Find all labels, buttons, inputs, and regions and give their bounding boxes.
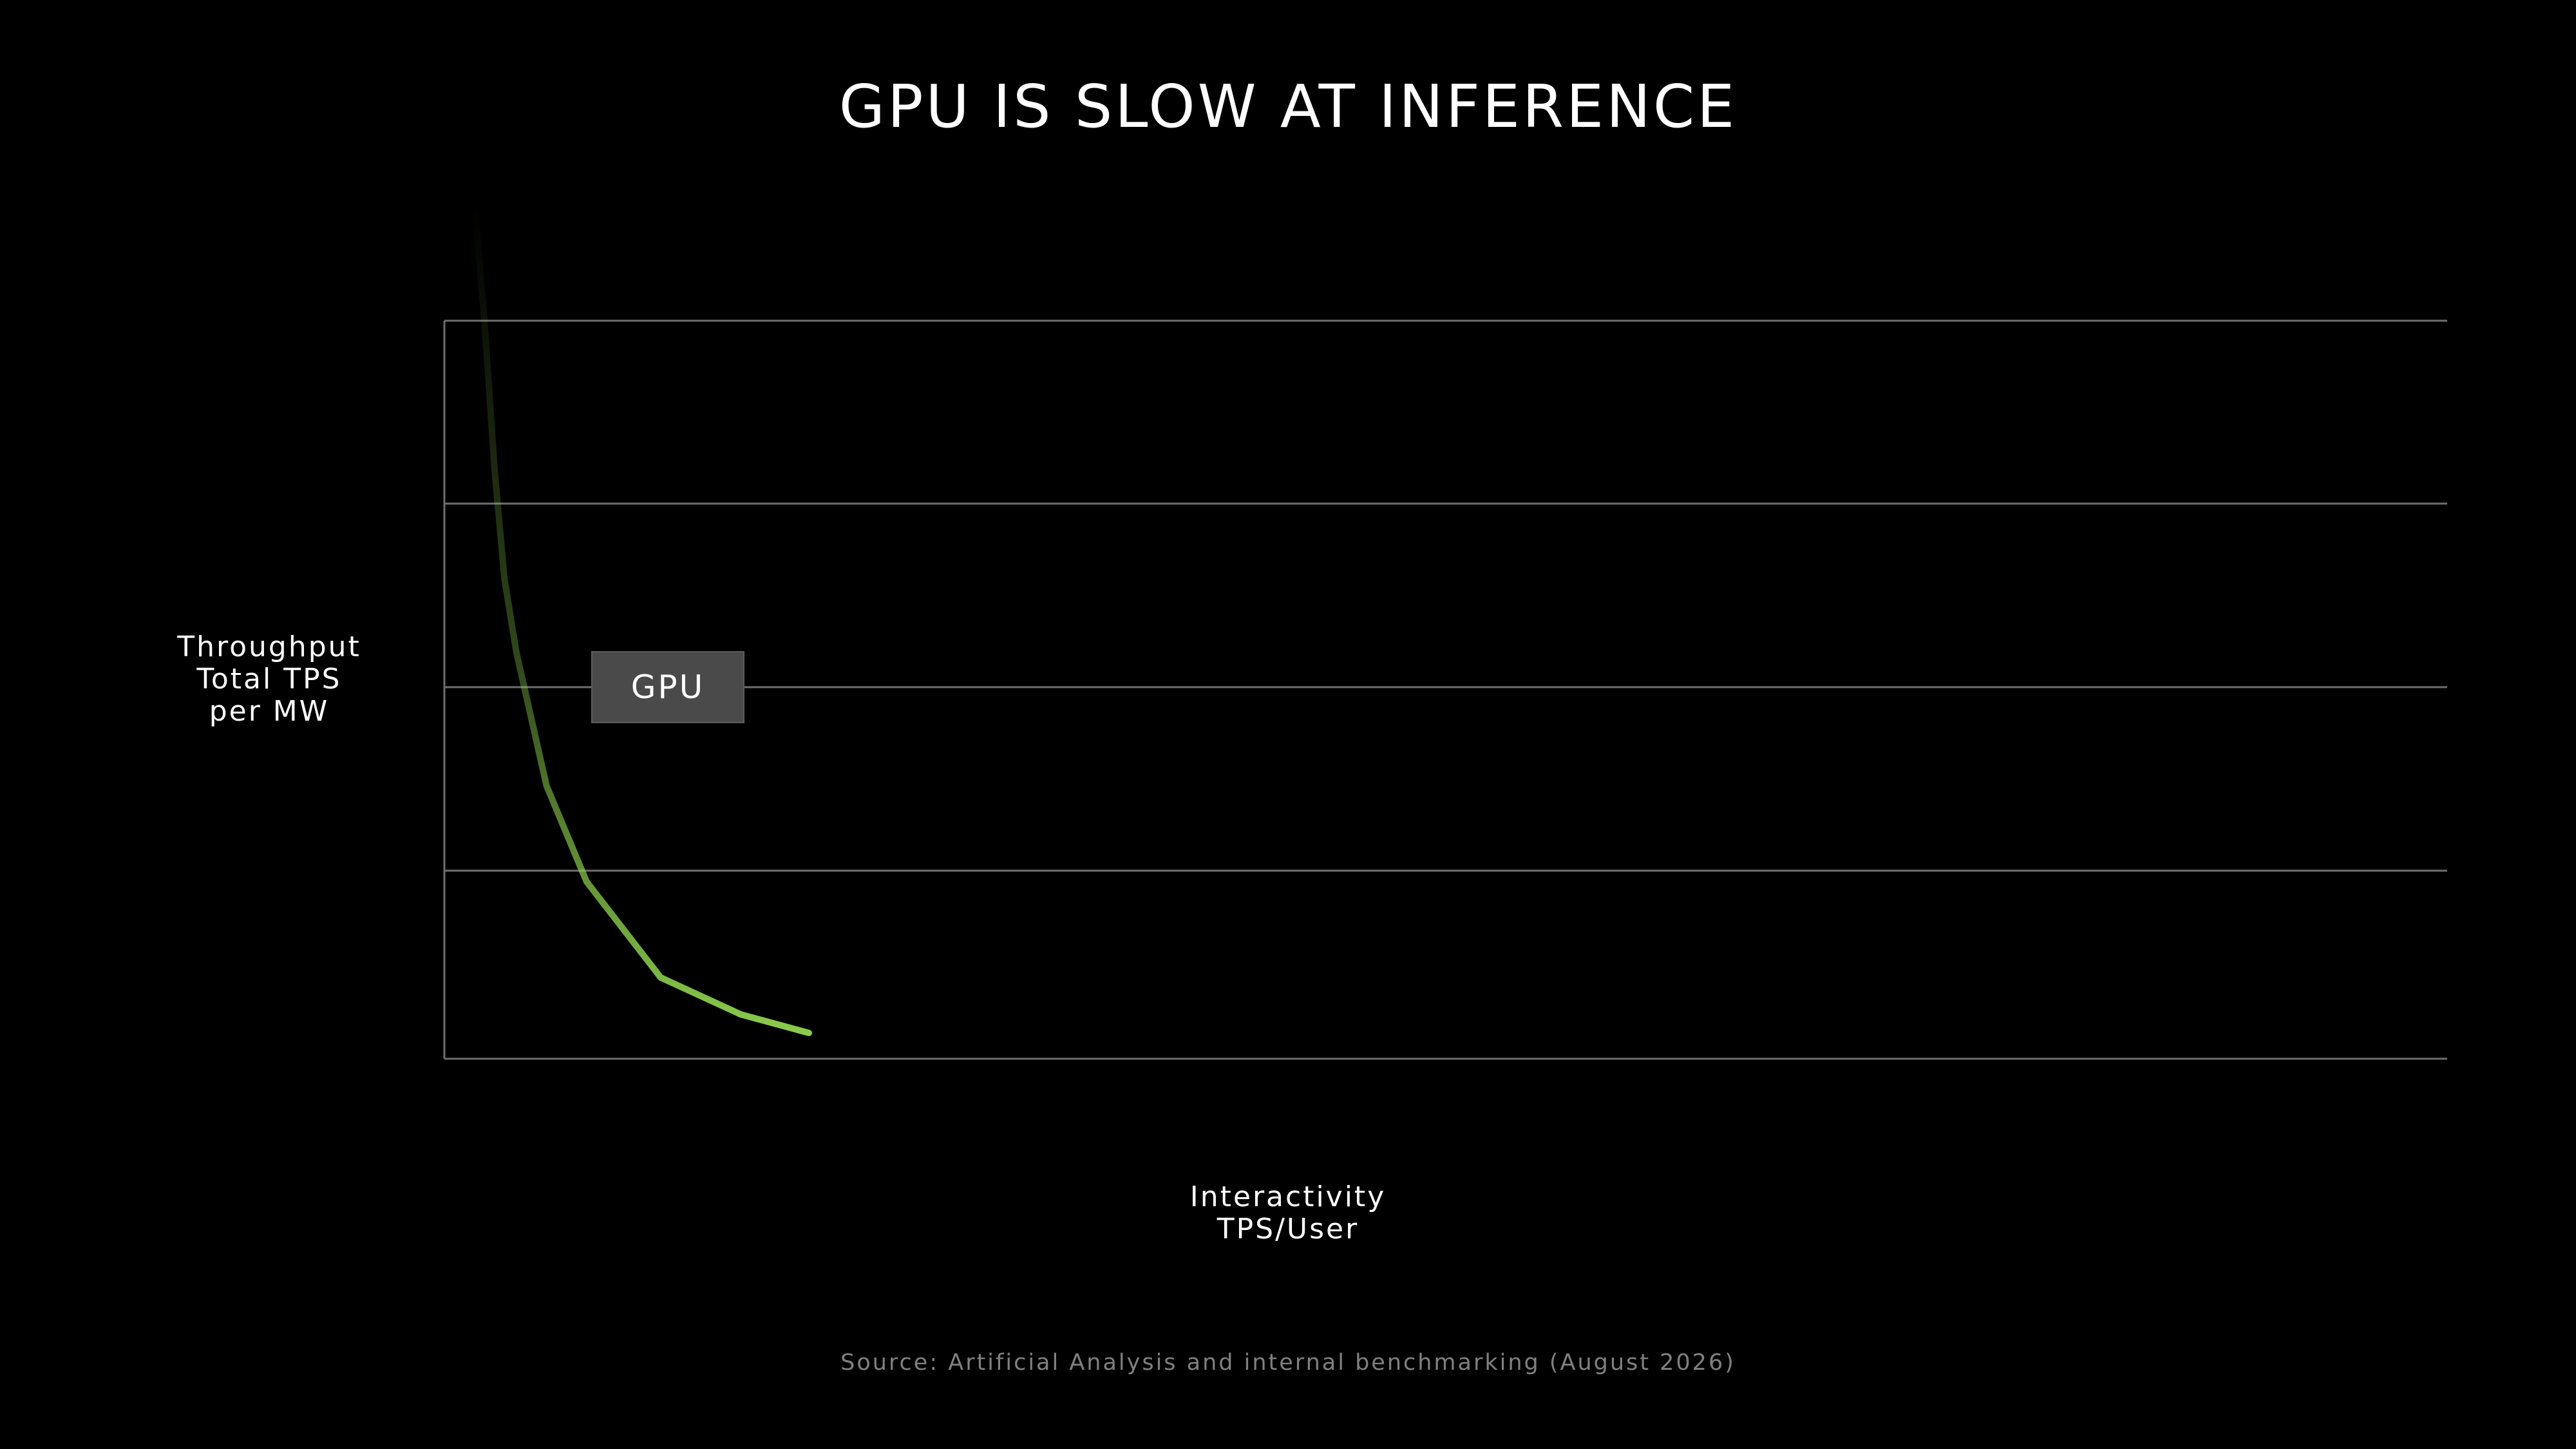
- series-line-gpu: [471, 199, 812, 1036]
- series-label-box-gpu: GPU: [591, 651, 744, 723]
- y-axis-label: Throughput Total TPS per MW: [140, 631, 398, 728]
- source-note: Source: Artificial Analysis and internal…: [840, 1350, 1736, 1376]
- axes: [443, 321, 2447, 1060]
- x-axis-label-line-1: Interactivity: [1189, 1180, 1387, 1213]
- series-group: [471, 199, 812, 1036]
- y-axis-label-line-1: Throughput: [177, 630, 361, 663]
- y-axis-label-line-2: Total TPS: [196, 663, 342, 696]
- series-label-gpu: GPU: [630, 668, 705, 706]
- grid-lines: [444, 319, 2447, 872]
- page-title: GPU IS SLOW AT INFERENCE: [838, 72, 1738, 141]
- x-axis-label-line-2: TPS/User: [1217, 1213, 1359, 1245]
- y-axis-label-line-3: per MW: [209, 695, 330, 728]
- x-axis-label: Interactivity TPS/User: [1030, 1181, 1546, 1245]
